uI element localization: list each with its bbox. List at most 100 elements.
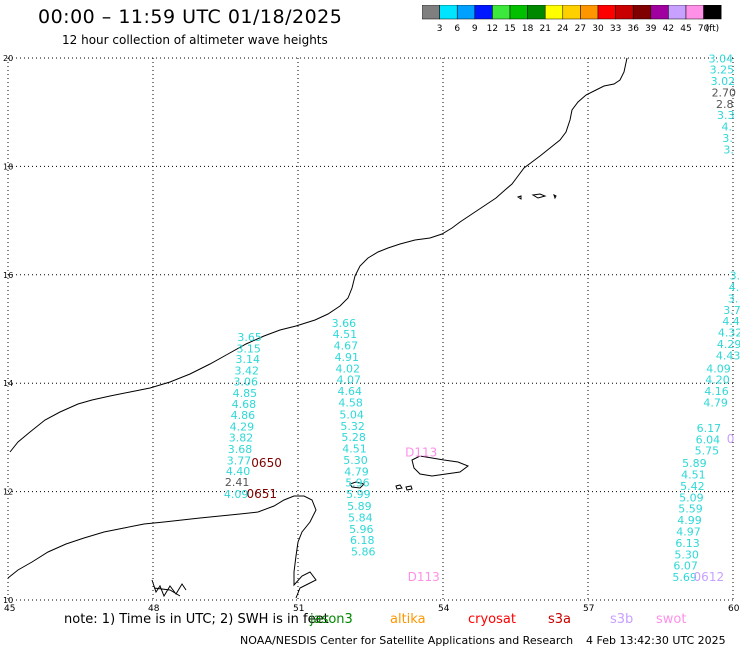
- swh-value: 5.69: [672, 571, 697, 584]
- swh-value: 5.59: [678, 503, 703, 516]
- satellite-legend-altika: altika: [390, 612, 426, 627]
- color-bin-label: 6: [454, 24, 460, 34]
- swh-value: 4.51: [342, 443, 367, 456]
- color-bin-label: 45: [680, 24, 691, 34]
- pass-id-label: 0: [727, 432, 735, 446]
- swh-value: 3.7: [723, 304, 740, 317]
- y-tick-label: 16: [3, 271, 13, 280]
- color-bin: [597, 5, 616, 20]
- swh-value: 6.13: [675, 537, 700, 550]
- islet-1: [349, 481, 365, 489]
- credit-line: NOAA/NESDIS Center for Satellite Applica…: [240, 634, 574, 647]
- x-tick-label: 45: [4, 604, 15, 614]
- swh-value: 3.3: [717, 109, 735, 122]
- map-subtitle: 12 hour collection of altimeter wave hei…: [62, 33, 328, 47]
- pass-id-label: 0612: [694, 570, 725, 584]
- swh-value: 3.: [728, 292, 739, 305]
- swh-value: 4.02: [336, 362, 361, 375]
- satellite-legend-swot: swot: [656, 612, 687, 627]
- coastline: [7, 57, 628, 599]
- coastline-arabia: [9, 57, 628, 453]
- swh-value: 6.04: [696, 433, 721, 446]
- color-bin-label: 30: [592, 24, 604, 34]
- color-bin: [456, 5, 476, 20]
- satellite-legend-jason3: jason3: [310, 612, 353, 627]
- swh-value: 4.29: [717, 338, 740, 351]
- swh-value: 4.07: [337, 374, 362, 387]
- swh-value: 5.75: [695, 445, 720, 458]
- islands-kuria: [516, 193, 557, 200]
- color-bin: [509, 5, 528, 20]
- color-bin-label: 18: [522, 24, 534, 34]
- swh-value: 4.86: [231, 409, 256, 422]
- swh-value: 4.29: [230, 420, 255, 433]
- x-tick-label: 60: [728, 604, 740, 614]
- color-bin-label: 12: [487, 24, 498, 34]
- color-bin: [544, 5, 564, 20]
- swh-value: 5.84: [348, 511, 373, 524]
- coastline-somalia: [7, 495, 317, 599]
- swh-value: 5.28: [341, 431, 366, 444]
- swh-value: 3.: [723, 143, 734, 156]
- swh-value: 4.51: [681, 469, 706, 482]
- color-bin-label: 21: [539, 24, 550, 34]
- swh-value: 4.85: [233, 387, 258, 400]
- swh-value: 6.18: [350, 534, 375, 547]
- swh-value: 2.70: [712, 86, 737, 99]
- swh-value: 4.58: [338, 397, 363, 410]
- swh-value: 3.15: [236, 342, 261, 355]
- islet-3: [405, 485, 413, 491]
- color-bin: [650, 5, 669, 20]
- socotra-island: [411, 455, 470, 477]
- generation-timestamp: 4 Feb 13:42:30 UTC 2025: [586, 634, 726, 647]
- swh-value: 4.43: [716, 349, 740, 362]
- x-tick-label: 54: [438, 604, 450, 614]
- satellite-legend-s3b: s3b: [610, 612, 634, 627]
- swh-value: 5.96: [349, 523, 374, 536]
- swh-value: 4.09: [706, 362, 731, 375]
- color-bin-label: 36: [627, 24, 639, 34]
- swh-value: 5.96: [345, 477, 370, 490]
- color-bin-label: 3: [437, 24, 443, 34]
- y-tick-label: 14: [3, 379, 13, 388]
- swh-value: 5.09: [679, 491, 704, 504]
- x-tick-label: 48: [148, 604, 160, 614]
- swh-value: 4.64: [337, 385, 362, 398]
- color-bin: [422, 5, 440, 20]
- swh-value: 2.41: [225, 476, 250, 489]
- map-title: 00:00 – 11:59 UTC 01/18/2025: [38, 6, 343, 28]
- swh-value: 4.79: [344, 465, 369, 478]
- color-bin-label: 9: [472, 24, 478, 34]
- color-bin-label: 39: [645, 24, 657, 34]
- satellite-legend-s3a: s3a: [548, 612, 572, 627]
- y-tick-label: 18: [3, 162, 13, 171]
- swh-value: 4.67: [334, 340, 359, 353]
- y-tick-label: 20: [3, 54, 13, 63]
- satellite-legend-cryosat: cryosat: [468, 612, 516, 627]
- x-tick-label: 57: [583, 604, 594, 614]
- swh-value: 4.16: [704, 385, 729, 398]
- y-tick-label: 10: [3, 596, 13, 605]
- swh-value: 4.: [729, 281, 740, 294]
- swh-value: 3.06: [234, 375, 259, 388]
- coast-detail-somalia: [151, 579, 187, 598]
- swh-value: 3.65: [237, 331, 262, 344]
- swh-value: 3.77: [227, 455, 252, 468]
- swh-value: 5.04: [339, 408, 364, 421]
- swh-value: 4.32: [718, 327, 740, 340]
- color-unit-label: (ft): [706, 24, 720, 34]
- swh-value: 4.68: [232, 398, 257, 411]
- swh-value: 6.17: [697, 422, 722, 435]
- swh-value: 5.99: [346, 488, 371, 501]
- swh-value: 4.: [721, 121, 732, 134]
- swh-value: 5.30: [343, 454, 368, 467]
- pass-id-label: D113: [408, 570, 440, 584]
- swh-value: 3.25: [710, 64, 735, 77]
- axis-tick-labels: 45 48 51 54 57 60 10 12 14 16 18 20: [3, 54, 740, 614]
- color-bin: [632, 5, 652, 20]
- pass-labels: 0650 0651 D113 D113 0612 0: [246, 432, 734, 584]
- swh-value: 5.30: [674, 548, 699, 561]
- swh-value: 4.91: [335, 351, 360, 364]
- swh-value: 4.20: [705, 374, 730, 387]
